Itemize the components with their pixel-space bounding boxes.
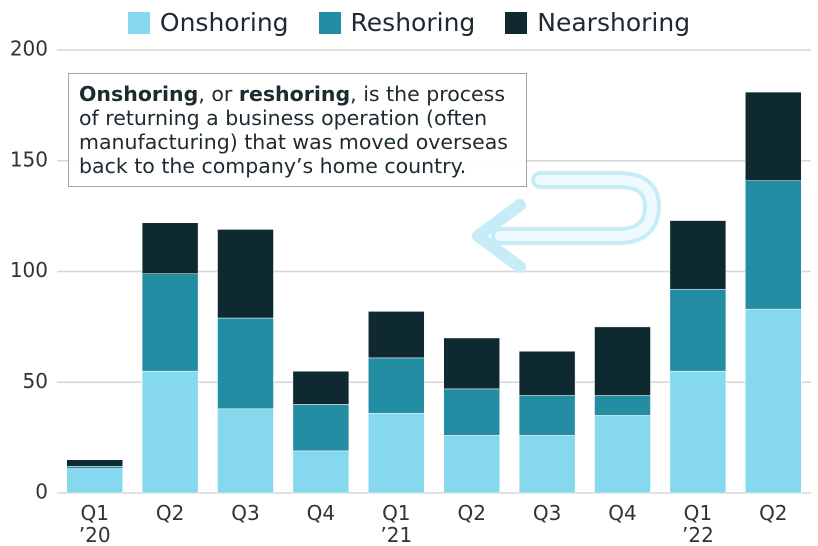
bar-segment: [518, 395, 576, 436]
x-tick-label: Q2: [155, 501, 185, 525]
legend: Onshoring Reshoring Nearshoring: [0, 8, 818, 37]
bar-segment: [669, 220, 727, 290]
bar-segment: [141, 273, 199, 372]
bar-segment: [66, 459, 123, 467]
y-tick-label: 50: [23, 369, 48, 393]
legend-swatch: [127, 11, 150, 34]
bar-segment: [217, 408, 274, 494]
legend-item: Onshoring: [127, 8, 289, 37]
bar-segment: [217, 229, 274, 319]
legend-label: Nearshoring: [537, 8, 691, 37]
bar-segment: [443, 337, 500, 390]
bar-segment: [368, 413, 425, 494]
x-tick-label: Q4: [306, 501, 336, 525]
legend-item: Reshoring: [318, 8, 476, 37]
legend-label: Onshoring: [159, 8, 289, 37]
y-tick-label: 0: [35, 480, 48, 504]
x-tick-label: Q3: [532, 501, 562, 525]
bar-segment: [368, 311, 425, 359]
bar-segment: [594, 395, 651, 416]
bar-segment: [745, 180, 802, 310]
x-tick-label: Q2: [759, 501, 788, 525]
bar-segment: [217, 317, 274, 410]
bar-segment: [292, 404, 350, 452]
x-tick-label: Q1 ’20: [78, 501, 111, 546]
legend-swatch: [505, 11, 528, 34]
bar-segment: [66, 468, 123, 494]
bar-segment: [518, 435, 576, 494]
bar-segment: [141, 222, 199, 274]
bar-segment: [669, 370, 727, 494]
bar-segment: [518, 350, 576, 396]
bar-segment: [66, 466, 123, 469]
legend-swatch: [318, 11, 341, 34]
y-tick-label: 200: [10, 37, 48, 61]
legend-item: Nearshoring: [505, 8, 690, 37]
bar-segment: [368, 357, 425, 414]
annotation-text: reshoring: [238, 82, 351, 106]
bar-segment: [594, 415, 651, 494]
x-tick-label: Q4: [608, 501, 637, 525]
x-tick-label: Q1 ’21: [380, 501, 413, 546]
bar-segment: [594, 326, 651, 396]
bar-segment: [141, 370, 199, 494]
x-tick-label: Q2: [457, 501, 486, 525]
annotation-text: Onshoring: [79, 82, 199, 106]
x-tick-label: Q1 ’22: [681, 501, 714, 546]
annotation-text: , is the process of returning a business…: [79, 82, 508, 178]
bar-segment: [669, 288, 727, 372]
bar-segment: [292, 450, 350, 494]
bar-segment: [292, 370, 350, 405]
legend-label: Reshoring: [350, 8, 476, 37]
bar-segment: [443, 388, 500, 436]
bar-segment: [745, 91, 802, 181]
y-tick-label: 100: [10, 258, 48, 282]
y-tick-label: 150: [10, 147, 48, 171]
bar-segment: [745, 308, 802, 494]
annotation-text: , or: [198, 82, 239, 106]
annotation: Onshoring, or reshoring, is the process …: [68, 73, 527, 187]
x-tick-label: Q3: [231, 501, 260, 525]
bar-segment: [443, 435, 500, 494]
